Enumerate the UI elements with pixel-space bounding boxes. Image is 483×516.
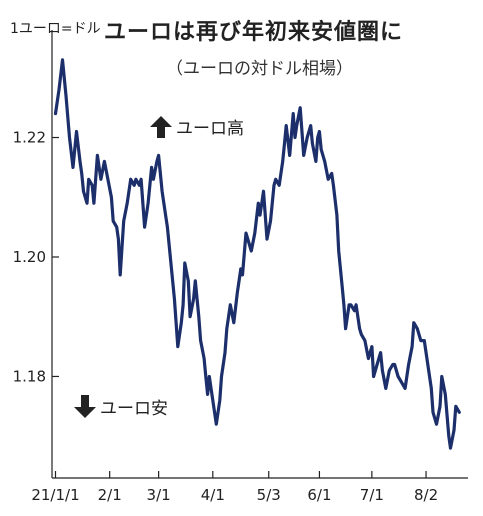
x-tick-label: 7/1	[360, 486, 384, 504]
x-tick-label: 3/1	[147, 486, 171, 504]
chart-subtitle: （ユーロの対ドル相場）	[166, 59, 353, 79]
x-tick-label: 5/3	[257, 486, 281, 504]
up-annotation: ユーロ高	[150, 116, 244, 139]
x-tick-label: 6/1	[307, 486, 331, 504]
y-tick-label: 1.20	[13, 248, 46, 266]
x-tick-label: 21/1/1	[31, 486, 79, 504]
down-annotation: ユーロ安	[74, 395, 168, 419]
series-line-eurusd	[53, 58, 461, 450]
x-tick-label: 8/2	[414, 486, 438, 504]
x-tick-label: 2/1	[98, 486, 122, 504]
series-group	[53, 58, 461, 450]
y-tick-label: 1.22	[13, 129, 46, 147]
y-ticks: 1.18 1.20 1.22	[13, 129, 59, 385]
y-axis-unit-label: 1ユーロ=ドル	[10, 21, 101, 37]
y-tick-label: 1.18	[13, 367, 46, 385]
x-ticks: 21/1/1 2/1 3/1 4/1 5/3 6/1 7/1 8/2	[31, 471, 438, 504]
up-arrow-icon	[150, 116, 172, 138]
x-tick-label: 4/1	[201, 486, 225, 504]
up-annotation-label: ユーロ高	[176, 119, 244, 139]
down-arrow-icon	[74, 395, 96, 418]
down-annotation-label: ユーロ安	[100, 399, 168, 419]
chart-title: ユーロは再び年初来安値圏に	[104, 20, 404, 45]
